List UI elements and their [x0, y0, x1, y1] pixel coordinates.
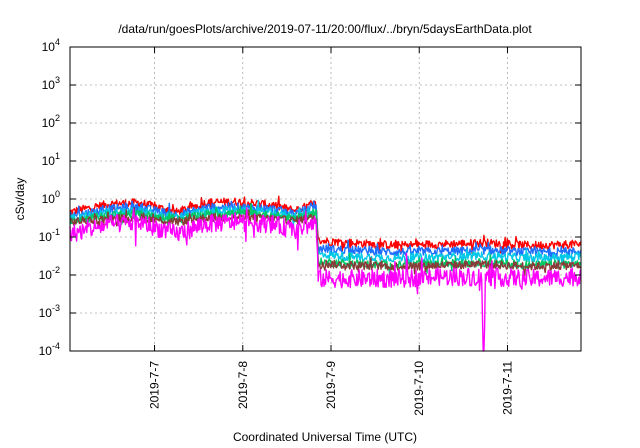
y-tick-label: 10-3: [39, 303, 60, 320]
y-tick-label: 10-2: [39, 265, 60, 282]
series-line: [69, 206, 582, 277]
y-axis-label: cSv/day: [13, 178, 27, 221]
x-tick-label: 2019-7-11: [500, 361, 514, 415]
x-tick-label: 2019-7-10: [412, 361, 426, 416]
y-tick-label: 102: [42, 113, 60, 130]
y-tick-label: 100: [42, 189, 60, 206]
chart-title: /data/run/goesPlots/archive/2019-07-11/2…: [118, 22, 532, 36]
x-axis-label: Coordinated Universal Time (UTC): [233, 430, 417, 444]
series-layer: [69, 195, 582, 352]
series-line: [69, 207, 582, 352]
x-tick-label: 2019-7-8: [236, 361, 250, 409]
y-tick-label: 10-4: [39, 341, 60, 358]
x-tick-label: 2019-7-9: [324, 361, 338, 409]
x-tick-label: 2019-7-7: [148, 361, 162, 409]
series-line: [69, 199, 582, 268]
y-tick-label: 101: [42, 151, 60, 168]
y-tick-label: 104: [42, 37, 60, 54]
tick-layer: 10-4 10-3 10-2 10-1 100 101 102 103 104 2019-7-7 2…: [39, 37, 581, 416]
y-tick-label: 103: [42, 75, 60, 92]
y-tick-label: 10-1: [39, 227, 60, 244]
grid: [70, 47, 581, 351]
